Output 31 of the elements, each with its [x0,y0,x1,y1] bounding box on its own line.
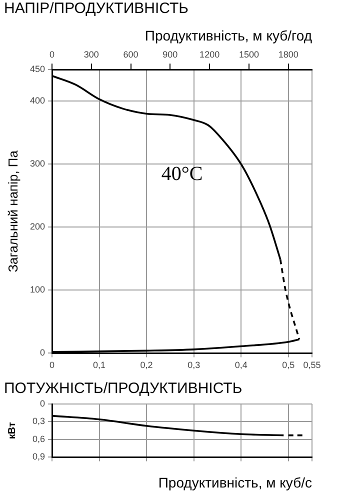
y-tick-label: 200 [30,222,45,232]
y-tick-label: 0 [40,398,45,408]
y-tick-label: 0,9 [32,452,45,462]
y-axis-title: кВт [6,422,18,440]
y-tick-label: 0,3 [32,416,45,426]
x2-tick-label: 600 [123,50,138,60]
x-tick-label: 0,3 [188,360,200,370]
chart-title: НАПІР/ПРОДУКТИВНІСТЬ [4,0,189,18]
x2-tick-label: 1500 [238,50,259,60]
y-axis-title: Загальний напір, Па [5,150,20,272]
y-tick-label: 100 [30,284,45,295]
y-tick-label: 300 [30,158,45,169]
x2-tick-label: 300 [84,50,99,60]
y-tick-label: 450 [30,64,45,74]
chart-title: ПОТУЖНІСТЬ/ПРОДУКТИВНІСТЬ [4,380,242,398]
y-tick-label: 0 [40,348,45,358]
x2-tick-label: 900 [162,50,178,60]
x2-tick-label: 1800 [278,50,298,60]
x-tick-label: 0,55 [303,360,321,370]
x2-axis-title: Продуктивність, м куб/год [144,27,312,44]
x-tick-label: 0 [49,360,55,370]
x2-tick-label: 1200 [200,50,220,60]
x-tick-label: 0,4 [234,360,248,370]
x-tick-label: 0,2 [140,360,153,370]
x-axis-title: Продуктивність, м куб/с [158,474,312,490]
x-tick-label: 0,5 [282,360,295,370]
x-tick-label: 0,1 [93,360,106,370]
y-tick-label: 400 [30,96,45,106]
x2-tick-label: 0 [49,50,55,60]
y-tick-label: 0,6 [32,434,45,444]
annotation: 40°C [161,162,203,185]
